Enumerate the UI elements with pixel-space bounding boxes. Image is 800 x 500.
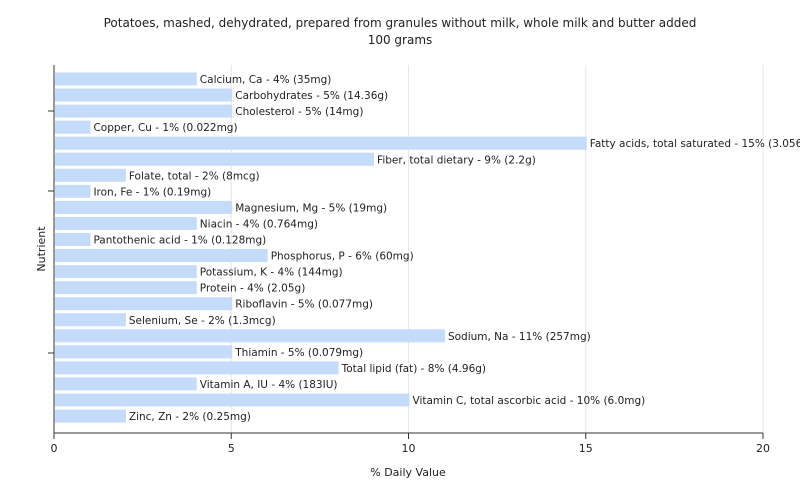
bar-label: Folate, total - 2% (8mcg)	[129, 170, 260, 182]
grid-lines	[230, 65, 764, 433]
bar-label: Potassium, K - 4% (144mg)	[200, 267, 343, 279]
bar	[55, 393, 410, 407]
bar	[55, 152, 375, 166]
bar-label: Cholesterol - 5% (14mg)	[235, 106, 363, 118]
x-axis-label: % Daily Value	[370, 466, 446, 479]
bar-label: Selenium, Se - 2% (1.3mcg)	[129, 315, 276, 327]
bar	[55, 233, 91, 246]
bar	[55, 136, 587, 150]
bar-label: Iron, Fe - 1% (0.19mg)	[93, 186, 211, 198]
y-axis-ticks	[48, 110, 54, 354]
bar	[55, 281, 197, 295]
bar-label: Fatty acids, total saturated - 15% (3.05…	[590, 138, 800, 150]
bar	[55, 345, 233, 359]
bar	[55, 72, 197, 86]
bar-label: Phosphorus, P - 6% (60mg)	[271, 251, 414, 263]
bar	[55, 104, 233, 118]
bar-label: Sodium, Na - 11% (257mg)	[448, 331, 591, 343]
bar-label: Pantothenic acid - 1% (0.128mg)	[93, 235, 266, 247]
bar	[55, 168, 126, 182]
x-tick-label: 0	[51, 442, 58, 455]
bar-labels-group: Calcium, Ca - 4% (35mg) Carbohydrates - 5…	[93, 74, 800, 423]
bar-label: Niacin - 4% (0.764mg)	[200, 218, 318, 230]
bar	[55, 313, 126, 327]
bar-label: Zinc, Zn - 2% (0.25mg)	[129, 411, 251, 423]
bar	[55, 184, 91, 198]
bar	[55, 216, 197, 230]
bar	[55, 265, 197, 279]
bar-label: Magnesium, Mg - 5% (19mg)	[235, 202, 387, 214]
bar-label: Fiber, total dietary - 9% (2.2g)	[377, 154, 536, 166]
bar-label: Vitamin A, IU - 4% (183IU)	[200, 379, 338, 391]
bar-label: Riboflavin - 5% (0.077mg)	[235, 299, 373, 311]
x-tick-label: 10	[402, 442, 416, 455]
bar-label: Calcium, Ca - 4% (35mg)	[200, 74, 332, 86]
bar	[55, 329, 445, 343]
bar	[55, 88, 233, 102]
bar-label: Protein - 4% (2.05g)	[200, 283, 306, 295]
bars-group	[55, 72, 587, 423]
bar	[55, 297, 233, 311]
x-axis-ticks: 0 5 10 15 20	[51, 433, 770, 455]
bar-label: Vitamin C, total ascorbic acid - 10% (6.…	[413, 395, 646, 407]
bar-label: Carbohydrates - 5% (14.36g)	[235, 90, 388, 102]
bar	[55, 120, 91, 134]
chart-subtitle: 100 grams	[368, 33, 433, 47]
bar	[55, 200, 233, 214]
bar-label: Total lipid (fat) - 8% (4.96g)	[341, 363, 486, 375]
y-axis-label: Nutrient	[35, 226, 48, 272]
bar-label: Thiamin - 5% (0.079mg)	[234, 347, 363, 359]
bar	[55, 409, 126, 423]
x-tick-label: 15	[579, 442, 593, 455]
bar-label: Copper, Cu - 1% (0.022mg)	[93, 122, 237, 134]
bar	[55, 377, 197, 391]
x-tick-label: 20	[756, 442, 770, 455]
bar	[55, 249, 268, 263]
x-tick-label: 5	[228, 442, 235, 455]
chart-title: Potatoes, mashed, dehydrated, prepared f…	[104, 16, 697, 30]
bar	[55, 361, 339, 375]
